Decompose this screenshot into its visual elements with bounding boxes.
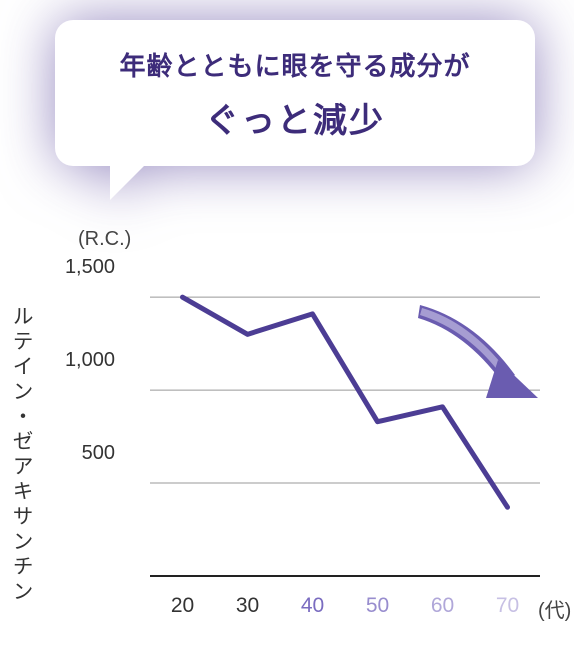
ytick-1000: 1,000 xyxy=(55,349,115,372)
trend-arrow-icon xyxy=(418,305,538,398)
ytick-500: 500 xyxy=(55,442,115,465)
callout-line2: ぐっと減少 xyxy=(75,93,515,142)
x-axis-unit: (代) xyxy=(538,594,571,623)
xtick-20: 20 xyxy=(163,594,203,618)
y-axis-title: ルテイン・ゼアキサンチン xyxy=(6,305,36,605)
line-chart xyxy=(120,260,550,590)
xtick-50: 50 xyxy=(358,594,398,618)
ytick-1500: 1,500 xyxy=(55,256,115,279)
callout-line1: 年齢とともに眼を守る成分が xyxy=(75,46,515,83)
callout-tail-icon xyxy=(110,164,146,200)
xtick-40: 40 xyxy=(293,594,333,618)
xtick-70: 70 xyxy=(488,594,528,618)
xtick-30: 30 xyxy=(228,594,268,618)
callout: 年齢とともに眼を守る成分が ぐっと減少 xyxy=(55,20,535,166)
xtick-60: 60 xyxy=(423,594,463,618)
callout-box: 年齢とともに眼を守る成分が ぐっと減少 xyxy=(55,20,535,166)
rc-unit-label: (R.C.) xyxy=(78,228,131,251)
